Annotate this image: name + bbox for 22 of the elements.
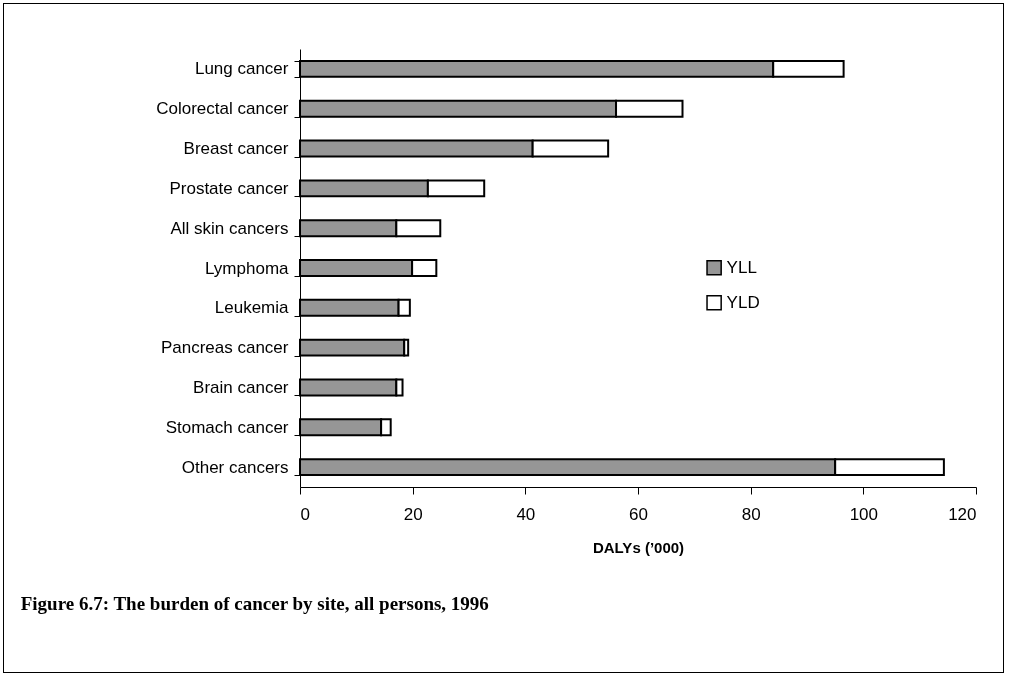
x-tick-label: 0 bbox=[300, 504, 310, 524]
x-axis-title: DALYs (’000) bbox=[592, 538, 685, 556]
y-tick-label: Colorectal cancer bbox=[156, 99, 289, 119]
y-tick-label: Pancreas cancer bbox=[160, 338, 289, 358]
x-tick-label: 20 bbox=[403, 504, 423, 524]
y-tick-label: Prostate cancer bbox=[169, 178, 289, 198]
y-tick-label: Lung cancer bbox=[194, 59, 289, 79]
legend-label: YLD bbox=[726, 292, 760, 312]
y-tick-label: All skin cancers bbox=[170, 218, 289, 238]
x-tick-label: 100 bbox=[849, 504, 879, 524]
y-tick-label: Stomach cancer bbox=[165, 417, 289, 437]
x-tick-label: 60 bbox=[629, 504, 648, 524]
x-tick-label: 80 bbox=[741, 504, 761, 524]
x-tick-label: 40 bbox=[516, 504, 536, 524]
x-tick-label: 120 bbox=[948, 504, 977, 524]
y-tick-label: Lymphoma bbox=[205, 258, 290, 278]
y-tick-label: Brain cancer bbox=[193, 377, 289, 397]
text: Figure 6.7: The burden of cancer by site, all persons, 1996 bbox=[20, 593, 489, 614]
legend-label: YLL bbox=[726, 257, 757, 277]
y-tick-label: Leukemia bbox=[214, 298, 290, 318]
y-tick-label: Other cancers bbox=[181, 457, 289, 477]
y-tick-label: Breast cancer bbox=[183, 139, 289, 159]
